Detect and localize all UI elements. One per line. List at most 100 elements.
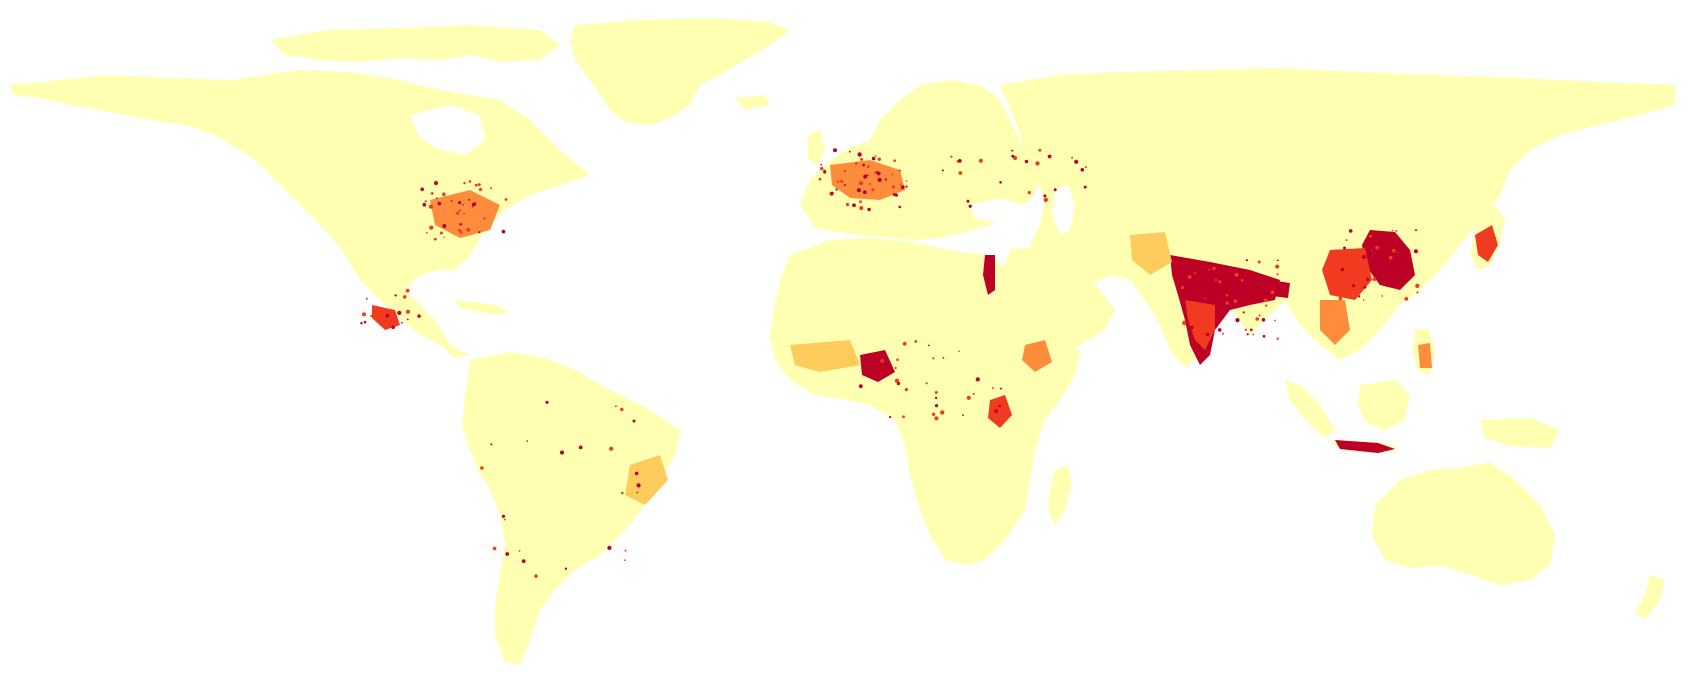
urban-dot [856, 188, 862, 193]
hotspot-pakistan [1130, 232, 1172, 275]
urban-dot [818, 177, 822, 181]
urban-dot [867, 165, 870, 168]
urban-dots [360, 148, 1420, 578]
hotspot-east-africa [988, 395, 1012, 428]
urban-dot [1345, 239, 1348, 242]
landmass-uk [808, 130, 825, 165]
urban-dot [877, 177, 882, 182]
landmass-new-guinea [1480, 418, 1560, 448]
urban-dot [1348, 252, 1350, 254]
urban-dot [1011, 149, 1014, 152]
landmass-south-america [462, 352, 680, 665]
urban-dot [459, 223, 462, 226]
urban-dot [957, 159, 962, 163]
urban-dot [360, 322, 363, 325]
urban-dot [1362, 254, 1367, 260]
urban-dot [400, 321, 403, 324]
urban-dot [904, 388, 909, 392]
urban-dot [405, 288, 410, 293]
urban-dot [632, 419, 636, 423]
hotspot-china-central [1322, 248, 1372, 300]
landmass-sumatra [1285, 380, 1335, 438]
urban-dot [1192, 282, 1196, 286]
urban-dot [905, 185, 908, 188]
urban-dot [942, 357, 945, 359]
urban-dot [1263, 298, 1268, 303]
landmass-arctic-islands [270, 25, 560, 62]
urban-dot [434, 181, 437, 184]
urban-dot [843, 170, 847, 173]
urban-dot [1027, 190, 1031, 195]
urban-dot [1362, 299, 1365, 301]
urban-dot [456, 211, 460, 215]
urban-dot [501, 514, 506, 518]
urban-dot [478, 187, 483, 192]
urban-dot [862, 190, 867, 195]
hotspot-nile-delta [983, 255, 995, 295]
urban-dot [578, 445, 583, 450]
urban-dot [855, 162, 858, 165]
urban-dot [859, 206, 864, 210]
urban-dot [862, 163, 865, 167]
urban-dot [417, 314, 421, 318]
urban-dot [518, 550, 521, 552]
hotspot-europe [830, 160, 905, 200]
urban-dot [433, 180, 438, 186]
urban-dot [927, 344, 930, 347]
urban-dot [931, 412, 936, 416]
urban-dot [835, 188, 838, 191]
urban-dot [898, 169, 902, 172]
urban-dot [564, 567, 568, 570]
urban-dot [1261, 318, 1266, 322]
urban-dot [820, 163, 823, 166]
urban-dot [1083, 185, 1087, 189]
hotspot-java [1335, 440, 1395, 453]
urban-dot [1187, 275, 1192, 279]
urban-dot [1413, 249, 1418, 254]
urban-dot [504, 198, 508, 201]
urban-dot [1080, 168, 1085, 172]
urban-dot [636, 491, 638, 494]
landmass-cuba [455, 300, 510, 315]
urban-dot [958, 171, 963, 175]
landmass-madagascar [1048, 465, 1072, 525]
urban-dot [889, 416, 892, 419]
urban-dot [894, 193, 899, 197]
urban-dot [620, 407, 624, 412]
urban-dot [1416, 291, 1419, 294]
urban-dot [1392, 248, 1396, 253]
urban-dot [1415, 283, 1420, 288]
urban-dot [1244, 328, 1247, 331]
hudson-bay [410, 105, 485, 155]
urban-dot [999, 181, 1002, 184]
urban-dot [521, 559, 526, 563]
urban-dot [1252, 333, 1255, 336]
urban-dot [898, 205, 902, 209]
urban-dot [474, 183, 478, 187]
landmass-greenland [570, 18, 790, 125]
urban-dot [962, 414, 964, 416]
hotspot-west-africa [790, 340, 860, 372]
urban-dot [1256, 280, 1261, 284]
urban-dot [968, 204, 972, 208]
urban-dot [994, 409, 998, 413]
urban-dot [905, 180, 908, 182]
urban-dot [1274, 319, 1276, 322]
urban-dot [966, 395, 971, 400]
urban-dot [1043, 194, 1047, 198]
urban-dot [1203, 297, 1206, 300]
urban-dot [1371, 249, 1373, 251]
urban-dot [1401, 277, 1404, 280]
urban-dot [1363, 285, 1367, 289]
urban-dot [857, 152, 862, 157]
urban-dot [1375, 245, 1380, 250]
urban-dot [859, 181, 864, 186]
urban-dot [1071, 156, 1074, 159]
urban-dot [1368, 234, 1372, 238]
urban-dot [875, 171, 878, 174]
urban-dot [972, 393, 975, 395]
hotspot-ethiopia [1022, 340, 1052, 372]
urban-dot [900, 185, 905, 190]
urban-dot [466, 227, 471, 232]
